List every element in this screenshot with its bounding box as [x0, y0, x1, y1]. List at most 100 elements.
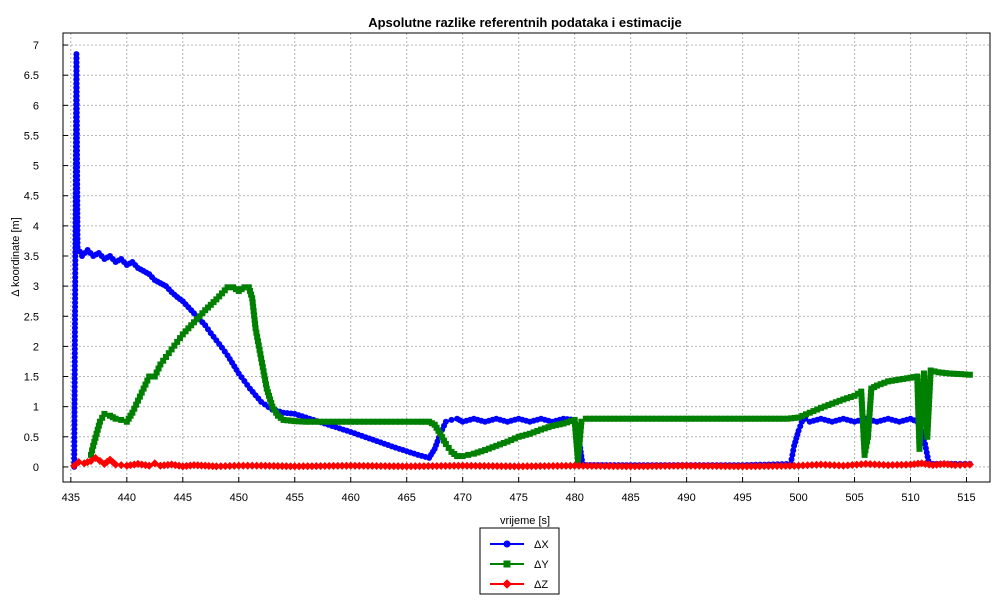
data-point: [338, 461, 347, 470]
data-point: [363, 461, 373, 470]
data-point: [514, 462, 523, 471]
data-point: [71, 375, 78, 382]
data-point: [74, 176, 81, 183]
data-point: [73, 88, 80, 95]
data-point: [816, 460, 825, 469]
data-point: [755, 462, 764, 471]
data-point: [359, 461, 368, 470]
data-point: [171, 342, 178, 349]
data-point: [186, 461, 195, 470]
data-point: [262, 376, 269, 383]
y-tick-label: 2.5: [24, 311, 39, 323]
data-point: [657, 415, 664, 422]
data-point: [295, 462, 304, 471]
data-point: [123, 418, 130, 425]
data-point: [599, 415, 606, 422]
data-point: [860, 426, 867, 433]
data-point: [71, 388, 78, 395]
data-point: [925, 408, 932, 415]
data-point: [118, 416, 125, 423]
data-point: [790, 461, 799, 470]
data-point: [803, 461, 812, 470]
data-point: [74, 227, 81, 234]
data-point: [312, 462, 321, 471]
data-point: [927, 375, 934, 382]
data-point: [917, 433, 924, 440]
data-point: [257, 461, 266, 470]
data-point: [572, 425, 579, 432]
data-point: [241, 284, 248, 291]
data-point: [347, 418, 354, 425]
data-point: [72, 287, 79, 294]
data-point: [73, 51, 80, 58]
data-point: [74, 189, 81, 196]
data-point: [795, 427, 802, 434]
data-point: [299, 418, 306, 425]
data-point: [329, 461, 338, 470]
data-point: [72, 270, 79, 277]
data-point: [73, 130, 80, 137]
data-point: [519, 432, 526, 439]
data-point: [553, 461, 562, 470]
data-point: [140, 385, 147, 392]
data-point: [926, 392, 933, 399]
data-point: [798, 461, 808, 470]
data-point: [269, 403, 276, 410]
data-point: [253, 329, 260, 336]
data-point: [656, 461, 665, 471]
data-point: [282, 462, 291, 471]
y-tick-label: 1.5: [24, 372, 39, 384]
data-point: [146, 373, 153, 380]
y-tick-label: 5.5: [24, 130, 39, 142]
data-point: [579, 461, 588, 470]
data-point: [806, 409, 813, 416]
data-point: [73, 55, 80, 62]
y-tick-label: 6.5: [24, 70, 39, 82]
data-point: [957, 371, 964, 378]
data-point: [863, 442, 870, 449]
data-point: [915, 407, 922, 414]
data-point: [862, 447, 869, 454]
data-point: [523, 462, 532, 471]
data-point: [441, 461, 450, 470]
data-point: [600, 462, 609, 471]
data-point: [942, 370, 949, 377]
data-point: [596, 461, 605, 471]
data-point: [530, 429, 537, 436]
data-point: [126, 461, 135, 470]
data-point: [74, 243, 81, 250]
data-point: [764, 462, 773, 471]
y-tick-label: 1: [33, 402, 39, 414]
data-point: [71, 383, 78, 390]
data-point: [257, 351, 264, 358]
data-point: [213, 296, 220, 303]
data-point: [925, 460, 934, 469]
y-axis-ticks: 0 0.5 1 1.5 2 2.5 3 3.5 4 4.5 5 5.5 6 6.5 7: [24, 40, 68, 474]
data-point: [216, 293, 223, 300]
data-point: [879, 460, 888, 469]
data-point: [564, 419, 571, 426]
x-tick-label: 485: [621, 492, 639, 504]
data-point: [458, 461, 467, 470]
data-point: [264, 389, 271, 396]
data-point: [74, 222, 81, 229]
data-point: [74, 239, 81, 246]
data-point: [254, 333, 261, 340]
data-point: [510, 462, 519, 471]
data-point: [557, 461, 566, 470]
data-point: [966, 371, 973, 378]
data-point: [250, 303, 257, 310]
data-point: [906, 460, 915, 469]
data-point: [212, 462, 221, 471]
data-point: [133, 459, 143, 468]
data-point: [280, 416, 287, 423]
data-point: [832, 399, 839, 406]
data-point: [71, 438, 78, 445]
data-point: [71, 413, 78, 420]
data-point: [590, 415, 597, 422]
x-tick-label: 515: [957, 492, 975, 504]
data-point: [71, 455, 78, 462]
data-point: [603, 415, 610, 422]
data-point: [71, 421, 78, 428]
data-point: [776, 415, 783, 422]
